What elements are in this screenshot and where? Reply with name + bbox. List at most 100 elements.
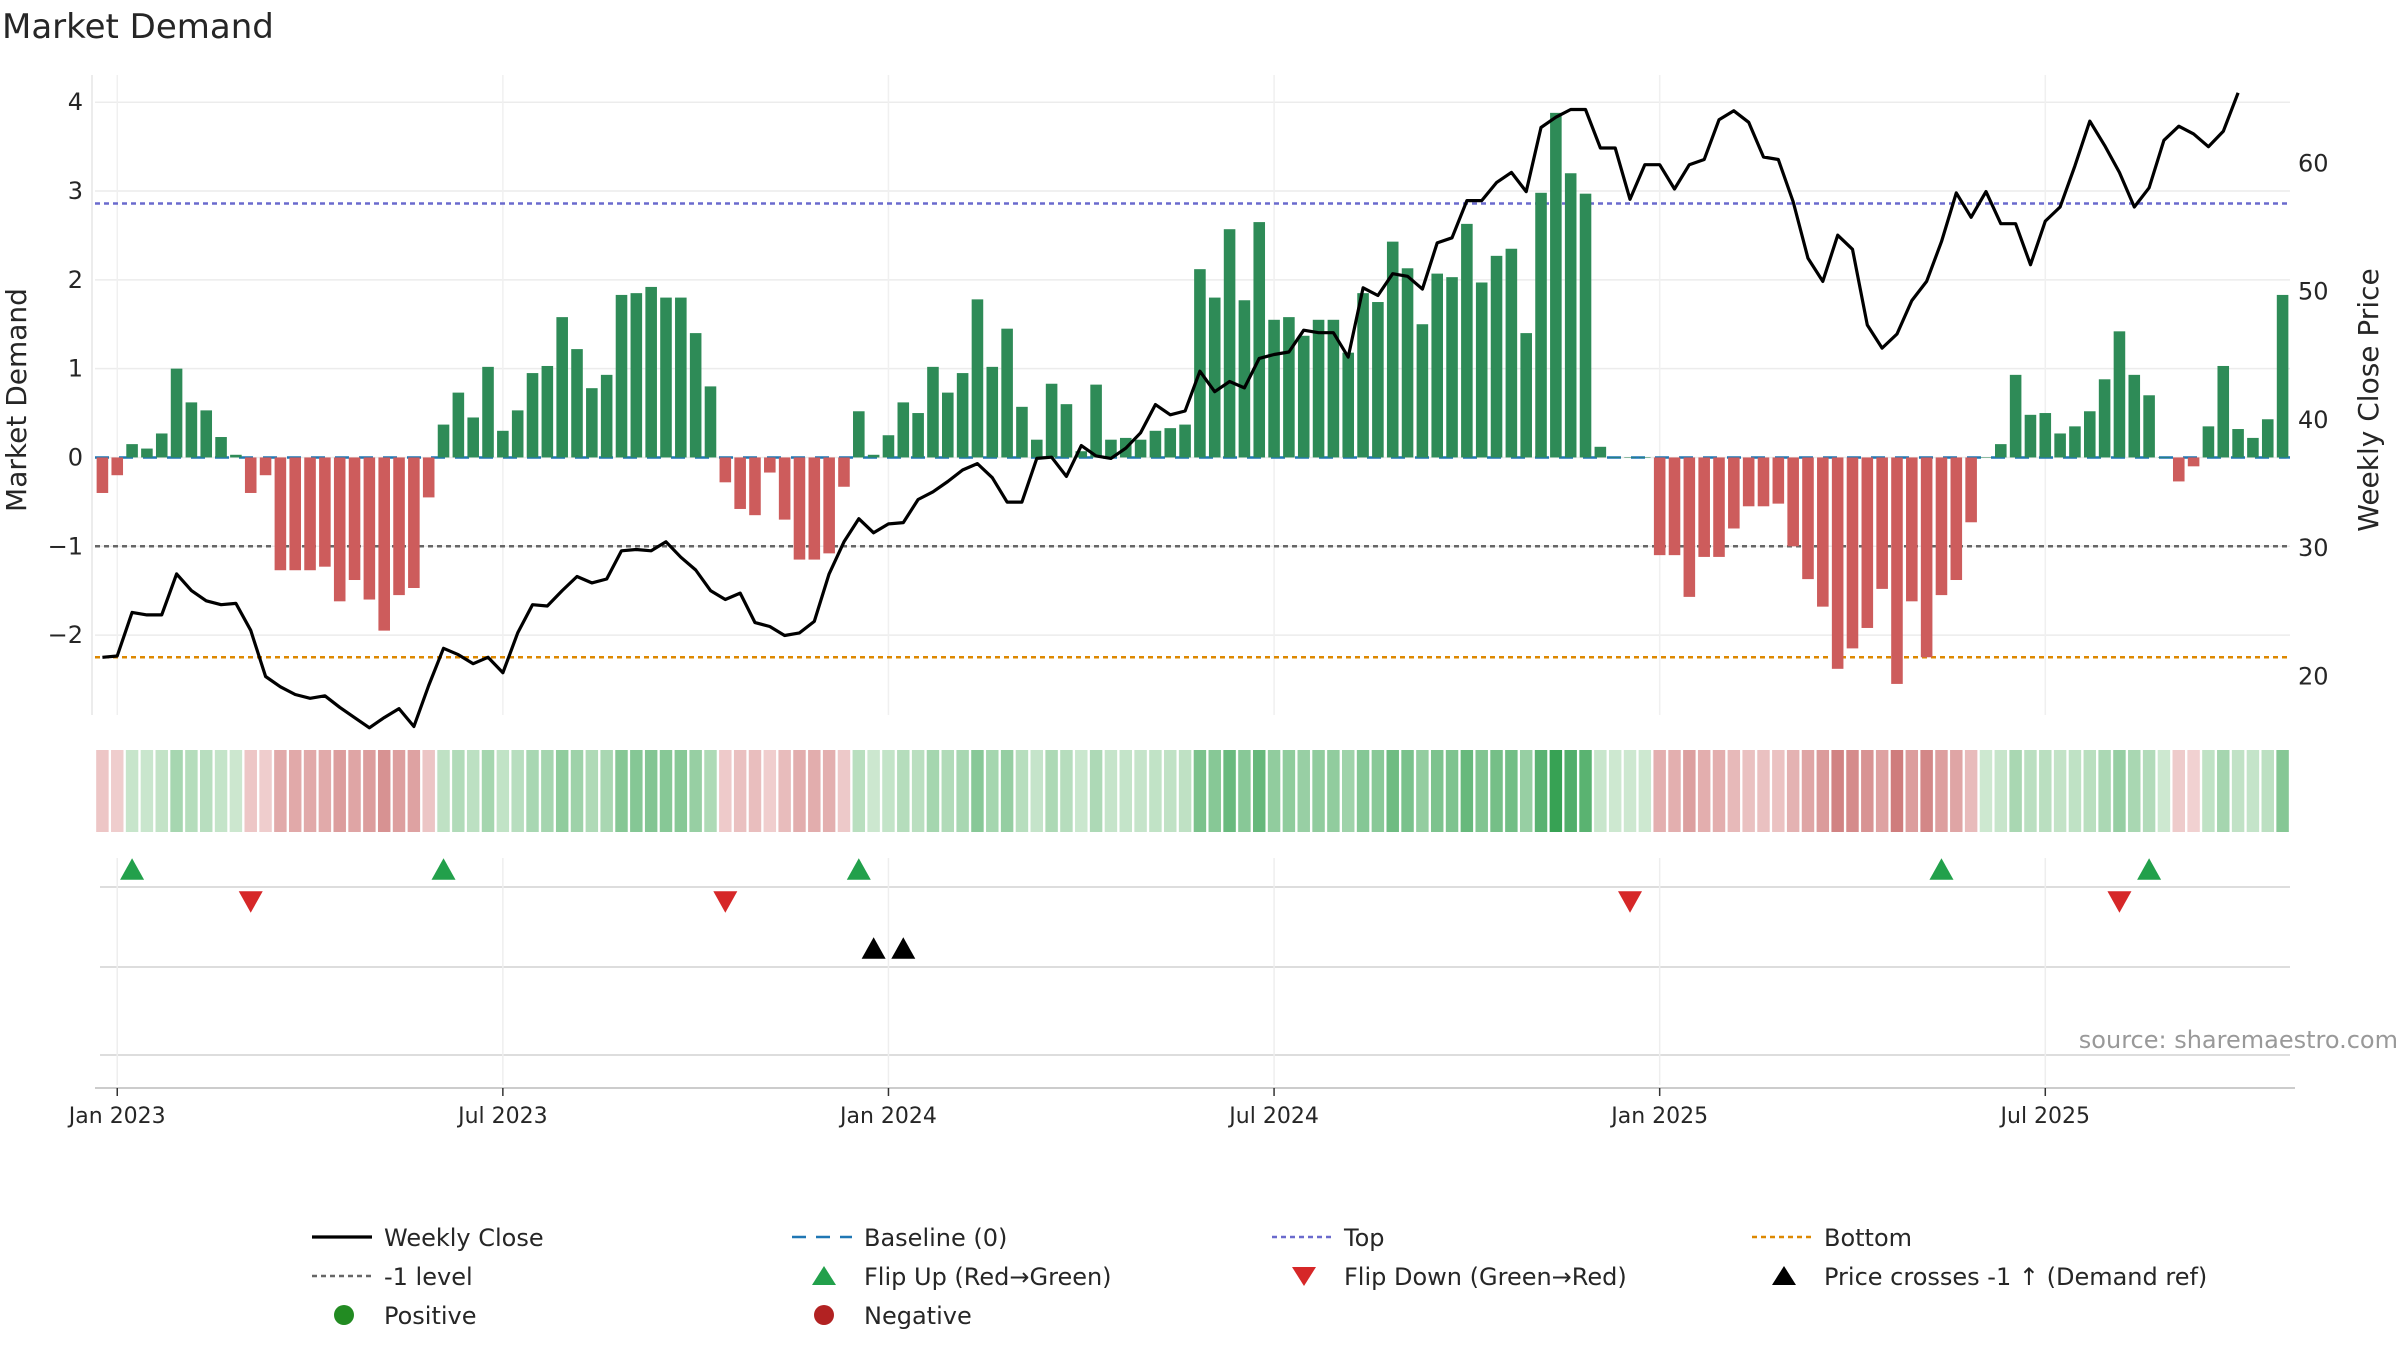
y2-tick-label: 50 [2298,278,2329,306]
demand-bar [1357,293,1369,458]
heat-cell [1638,750,1652,832]
demand-bar [719,457,732,483]
demand-bar [556,317,568,458]
demand-bar [200,410,213,458]
demand-bar [571,349,583,458]
y2-axis-label: Weekly Close Price [2352,268,2385,531]
y2-tick-label: 40 [2298,406,2329,434]
demand-bar [1149,430,1162,458]
demand-bar [2276,294,2289,458]
heat-cell [1964,750,1978,832]
x-tick-label: Jan 2025 [1609,1104,1708,1129]
demand-bar [1045,383,1058,458]
y2-tick-label: 30 [2298,534,2329,562]
heat-cell [511,750,524,832]
heat-cell [452,750,465,832]
demand-bar [1624,457,1636,458]
heat-cell [911,750,925,832]
demand-bar [1787,457,1799,547]
legend-label: Weekly Close [384,1224,544,1252]
demand-bar [630,293,643,458]
demand-bar [1327,319,1340,458]
heat-cell [1416,750,1429,832]
demand-bar [749,457,761,516]
heat-cell [1164,750,1177,832]
heat-cell [363,750,376,832]
heat-cell [214,750,228,832]
heat-cell [704,750,717,832]
demand-bar [333,457,346,602]
heat-cell [1445,750,1459,832]
demand-bar [778,457,791,520]
chart-title: Market Demand [2,7,274,47]
demand-bar [259,457,272,476]
legend-label: Flip Up (Red→Green) [864,1263,1112,1291]
heat-cell [1549,750,1563,832]
legend-label: Baseline (0) [864,1224,1007,1252]
demand-bar [808,457,821,560]
demand-bar [482,366,494,458]
heat-cell [555,750,569,832]
flip-up-marker [846,858,871,880]
heat-cell [822,750,836,832]
heat-cell [2172,750,2185,832]
heat-cell [1772,750,1785,832]
demand-bar [230,454,242,458]
heat-cell [274,750,287,832]
heat-cell [2231,750,2245,832]
heat-cell [2083,750,2097,832]
heat-cell [1253,750,1266,832]
heat-cell [1801,750,1815,832]
demand-bar [289,457,302,571]
demand-bar [1639,457,1651,458]
heat-cell [1401,750,1414,832]
demand-bar [2158,457,2170,458]
demand-bar [1016,406,1028,458]
heat-cell [570,750,584,832]
heat-cell [437,750,450,832]
demand-bar [319,457,331,567]
heat-cell [2128,750,2141,832]
heat-cell [2024,750,2037,832]
demand-bar [689,333,702,458]
heat-cell [1579,750,1592,832]
price-cross-marker [861,937,886,959]
demand-bar [1179,424,1191,458]
heat-cell [748,750,762,832]
demand-bar [586,388,598,458]
demand-bar [734,457,746,509]
heat-cell [1905,750,1919,832]
heat-cell [941,750,955,832]
demand-bar [1401,268,1414,458]
weekly-close-line [102,92,2240,730]
demand-bar [244,457,257,493]
heat-cell [229,750,243,832]
heat-cell [793,750,806,832]
demand-bar [378,457,390,631]
demand-bar [467,417,479,458]
demand-bar [1372,302,1384,458]
y-tick-label: 0 [68,443,83,471]
heat-cell [496,750,510,832]
heat-cell [674,750,688,832]
demand-bar [1416,324,1429,458]
heat-cell [1386,750,1399,832]
heat-cell [1994,750,2008,832]
demand-bar [1535,192,1547,458]
heat-cell [125,750,139,832]
demand-bar [497,430,509,458]
heat-cell [244,750,257,832]
heat-cell [1178,750,1192,832]
demand-bar [304,457,316,571]
demand-bar [793,457,806,560]
heat-cell [1341,750,1355,832]
heat-cell [808,750,821,832]
heat-cell [1104,750,1118,832]
demand-bar [1461,223,1473,458]
heat-cell [1149,750,1162,832]
demand-bar [971,299,984,458]
heat-cell [2202,750,2215,832]
heat-cell [185,750,198,832]
x-tick-label: Jul 2024 [1227,1104,1319,1129]
